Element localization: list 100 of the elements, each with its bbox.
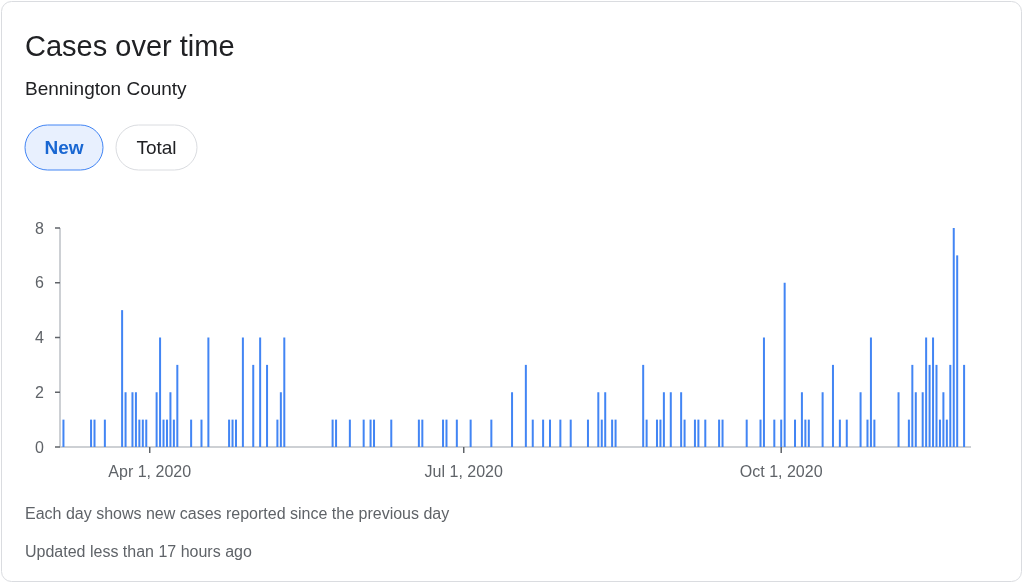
- bar: [234, 419, 237, 447]
- bar: [455, 419, 458, 447]
- x-tick-label: Jul 1, 2020: [424, 463, 503, 480]
- bar: [597, 392, 600, 447]
- bar: [645, 419, 648, 447]
- bar: [373, 419, 376, 447]
- bar: [141, 419, 144, 447]
- bar: [335, 419, 338, 447]
- bar: [925, 337, 928, 447]
- bar: [469, 419, 472, 447]
- y-tick-label: 2: [35, 383, 45, 401]
- bar: [62, 419, 65, 447]
- bar: [134, 392, 137, 447]
- bar: [773, 419, 776, 447]
- bar: [266, 364, 269, 447]
- bar: [259, 337, 262, 447]
- bar: [838, 419, 841, 447]
- bar: [145, 419, 148, 447]
- bar: [952, 228, 955, 447]
- bar: [718, 419, 721, 447]
- bar: [586, 419, 589, 447]
- bar: [190, 419, 193, 447]
- x-tick-label: Apr 1, 2020: [108, 463, 192, 480]
- bar: [421, 419, 424, 447]
- bar: [683, 419, 686, 447]
- bar: [559, 419, 562, 447]
- bar: [859, 392, 862, 447]
- text: Each day shows new cases reported since the previous day: [25, 505, 450, 522]
- bar: [614, 419, 617, 447]
- bar: [169, 392, 172, 447]
- bar: [914, 392, 917, 447]
- bar: [90, 419, 93, 447]
- bar: [176, 364, 179, 447]
- bar: [417, 419, 420, 447]
- bar: [124, 392, 127, 447]
- bar: [542, 419, 545, 447]
- bar: [942, 392, 945, 447]
- bar: [662, 392, 665, 447]
- bar: [362, 419, 365, 447]
- bar: [369, 419, 372, 447]
- bar: [103, 419, 106, 447]
- bar: [159, 337, 162, 447]
- bar: [252, 364, 255, 447]
- bar: [549, 419, 552, 447]
- y-tick-label: 4: [35, 329, 45, 346]
- y-tick-label: 8: [35, 219, 45, 237]
- text: Updated less than 17 hours ago: [25, 543, 252, 560]
- bar: [780, 419, 783, 447]
- bar: [783, 282, 786, 447]
- bar: [932, 337, 935, 447]
- bar: [949, 364, 952, 447]
- bar: [897, 392, 900, 447]
- bar: [680, 392, 683, 447]
- bar: [911, 364, 914, 447]
- bar: [800, 392, 803, 447]
- bar: [442, 419, 445, 447]
- bar: [821, 392, 824, 447]
- bar: [283, 337, 286, 447]
- bar: [531, 419, 534, 447]
- bar: [231, 419, 234, 447]
- bar: [693, 419, 696, 447]
- bar: [131, 392, 134, 447]
- bar: [807, 419, 810, 447]
- bar: [869, 337, 872, 447]
- bar: [642, 364, 645, 447]
- bar: [348, 419, 351, 447]
- bar: [794, 419, 797, 447]
- bar: [745, 419, 748, 447]
- bar: [866, 419, 869, 447]
- bar: [762, 337, 765, 447]
- bar: [611, 419, 614, 447]
- y-tick-label: 0: [35, 438, 45, 456]
- bar: [490, 419, 493, 447]
- bar: [963, 364, 966, 447]
- bar: [445, 419, 448, 447]
- bar: [721, 419, 724, 447]
- bar: [331, 419, 334, 447]
- bar: [831, 364, 834, 447]
- bar: [669, 392, 672, 447]
- bar: [93, 419, 96, 447]
- bar: [704, 419, 707, 447]
- bar: [655, 419, 658, 447]
- bar: [697, 419, 700, 447]
- bar: [845, 419, 848, 447]
- bar: [200, 419, 203, 447]
- bar: [569, 419, 572, 447]
- chart-subtitle: Bennington County: [25, 78, 188, 99]
- bar: [162, 419, 165, 447]
- y-tick-label: 6: [35, 274, 45, 292]
- bar: [241, 337, 244, 447]
- bar: [207, 337, 210, 447]
- bar: [604, 392, 607, 447]
- bar: [276, 419, 279, 447]
- x-tick-label: Oct 1, 2020: [739, 463, 823, 480]
- bar: [228, 419, 231, 447]
- bar: [390, 419, 393, 447]
- bar: [524, 364, 527, 447]
- chart-title: Cases over time: [25, 30, 235, 62]
- bar: [659, 419, 662, 447]
- bar: [121, 310, 124, 447]
